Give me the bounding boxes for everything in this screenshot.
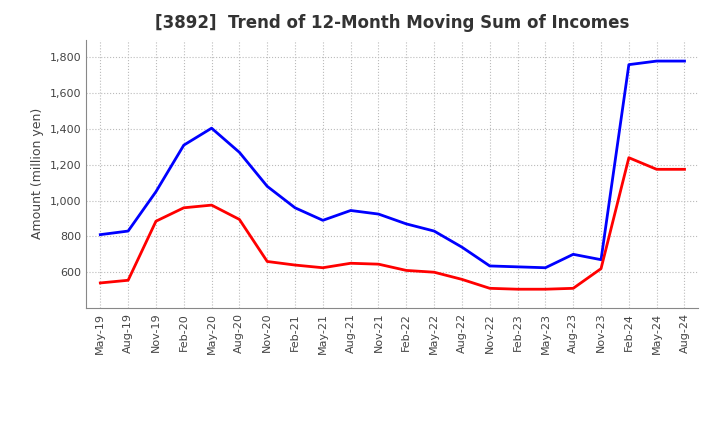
Ordinary Income [291, 205, 300, 210]
Ordinary Income [152, 189, 161, 194]
Net Income [263, 259, 271, 264]
Ordinary Income [597, 257, 606, 262]
Ordinary Income [124, 228, 132, 234]
Net Income [402, 268, 410, 273]
Net Income [624, 155, 633, 160]
Net Income [179, 205, 188, 210]
Net Income [96, 280, 104, 286]
Ordinary Income [513, 264, 522, 269]
Net Income [541, 286, 550, 292]
Line: Ordinary Income: Ordinary Income [100, 61, 685, 268]
Ordinary Income [652, 59, 661, 64]
Net Income [513, 286, 522, 292]
Title: [3892]  Trend of 12-Month Moving Sum of Incomes: [3892] Trend of 12-Month Moving Sum of I… [156, 15, 629, 33]
Y-axis label: Amount (million yen): Amount (million yen) [32, 108, 45, 239]
Ordinary Income [235, 150, 243, 155]
Ordinary Income [569, 252, 577, 257]
Net Income [318, 265, 327, 270]
Net Income [207, 202, 216, 208]
Line: Net Income: Net Income [100, 158, 685, 289]
Net Income [235, 217, 243, 222]
Ordinary Income [680, 59, 689, 64]
Ordinary Income [179, 143, 188, 148]
Net Income [124, 278, 132, 283]
Ordinary Income [263, 183, 271, 189]
Ordinary Income [402, 221, 410, 227]
Net Income [430, 270, 438, 275]
Ordinary Income [318, 218, 327, 223]
Ordinary Income [541, 265, 550, 270]
Net Income [458, 277, 467, 282]
Ordinary Income [374, 211, 383, 216]
Net Income [374, 261, 383, 267]
Ordinary Income [96, 232, 104, 237]
Ordinary Income [346, 208, 355, 213]
Net Income [652, 167, 661, 172]
Net Income [346, 260, 355, 266]
Net Income [597, 266, 606, 271]
Net Income [569, 286, 577, 291]
Ordinary Income [207, 125, 216, 131]
Net Income [680, 167, 689, 172]
Net Income [152, 219, 161, 224]
Net Income [291, 262, 300, 268]
Ordinary Income [485, 263, 494, 268]
Net Income [485, 286, 494, 291]
Ordinary Income [430, 228, 438, 234]
Ordinary Income [624, 62, 633, 67]
Ordinary Income [458, 245, 467, 250]
